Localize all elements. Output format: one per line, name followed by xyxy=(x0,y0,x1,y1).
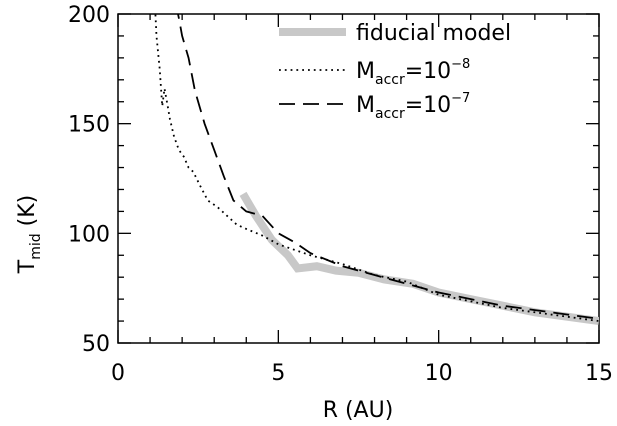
y-axis-title-sub: mid xyxy=(28,233,44,259)
series-line-0 xyxy=(239,191,599,326)
y-axis-title-unit: (K) xyxy=(15,195,40,234)
y-tick-label: 100 xyxy=(68,222,110,247)
legend-1e-7-main: M xyxy=(356,93,375,118)
y-axis-title-main: T xyxy=(15,259,40,274)
x-tick-label: 10 xyxy=(425,361,453,386)
series-line-2 xyxy=(177,14,599,320)
series-layer xyxy=(154,14,599,326)
legend-1e-8-sub: accr xyxy=(375,72,405,88)
legend-label-1e-7: Maccr=10−7 xyxy=(356,91,470,122)
y-axis-title: Tmid (K) xyxy=(15,195,44,274)
legend-1e-7-sup: −7 xyxy=(451,91,470,106)
legend-label-fiducial: fiducial model xyxy=(356,21,511,46)
legend-1e-8-main: M xyxy=(356,59,375,84)
legend-1e-8-sup: −8 xyxy=(451,57,470,72)
axis-ticks: 0 5 10 15 50 100 150 200 xyxy=(68,3,613,386)
x-axis-title: R (AU) xyxy=(323,398,394,423)
legend-1e-7-sub: accr xyxy=(375,106,405,122)
y-tick-label: 150 xyxy=(68,113,110,138)
y-tick-label: 200 xyxy=(68,3,110,28)
legend-label-1e-8: Maccr=10−8 xyxy=(356,57,470,88)
y-tick-label: 50 xyxy=(82,332,110,357)
plot-frame xyxy=(117,13,600,344)
x-tick-label: 5 xyxy=(271,361,285,386)
legend: fiducial model Maccr=10−8 Maccr=10−7 xyxy=(279,21,511,122)
x-tick-label: 0 xyxy=(111,361,125,386)
x-tick-label: 15 xyxy=(585,361,613,386)
legend-1e-8-mid: =10 xyxy=(405,59,451,84)
series-line-1 xyxy=(154,14,599,322)
legend-1e-7-mid: =10 xyxy=(405,93,451,118)
